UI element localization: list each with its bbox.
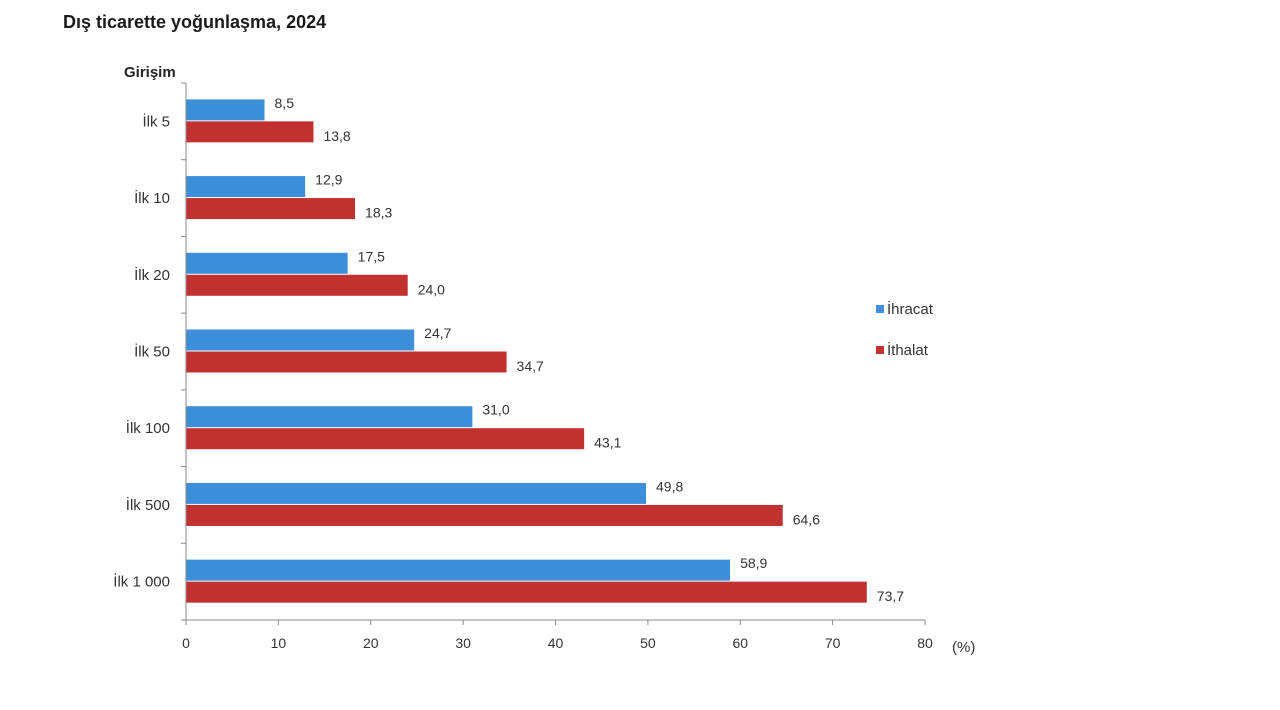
x-tick-label: 20 bbox=[363, 635, 379, 651]
data-label: 43,1 bbox=[594, 435, 621, 451]
legend-label: İthalat bbox=[887, 341, 929, 359]
category-label: İlk 500 bbox=[126, 496, 170, 514]
bar-ithalat bbox=[186, 504, 783, 526]
x-tick-label: 30 bbox=[455, 635, 471, 651]
category-label: İlk 10 bbox=[134, 189, 170, 207]
legend-swatch-ithalat bbox=[876, 346, 884, 354]
bar-ithalat bbox=[186, 581, 867, 603]
category-label: İlk 50 bbox=[134, 343, 170, 361]
bar-ithalat bbox=[186, 121, 314, 143]
data-label: 49,8 bbox=[656, 478, 683, 494]
bar-ihracat bbox=[186, 482, 647, 504]
chart-title: Dış ticarette yoğunlaşma, 2024 bbox=[63, 12, 327, 32]
data-label: 64,6 bbox=[793, 511, 820, 527]
bar-ithalat bbox=[186, 198, 356, 220]
x-tick-label: 10 bbox=[271, 635, 287, 651]
x-tick-label: 40 bbox=[548, 635, 564, 651]
legend-label: İhracat bbox=[887, 300, 934, 318]
data-label: 17,5 bbox=[358, 248, 385, 264]
x-tick-label: 80 bbox=[917, 635, 933, 651]
data-label: 24,0 bbox=[418, 281, 445, 297]
data-label: 8,5 bbox=[275, 95, 295, 111]
bar-ihracat bbox=[186, 559, 731, 581]
data-label: 34,7 bbox=[517, 358, 544, 374]
bar-ithalat bbox=[186, 351, 507, 373]
category-label: İlk 20 bbox=[134, 266, 170, 284]
x-tick-label: 70 bbox=[825, 635, 841, 651]
legend-swatch-ihracat bbox=[876, 305, 884, 313]
bar-ithalat bbox=[186, 274, 408, 296]
category-label: İlk 5 bbox=[142, 112, 170, 130]
category-label: İlk 100 bbox=[126, 419, 170, 437]
data-label: 12,9 bbox=[315, 172, 342, 188]
data-label: 73,7 bbox=[877, 588, 904, 604]
y-axis-label: Girişim bbox=[124, 64, 176, 81]
data-label: 13,8 bbox=[323, 128, 350, 144]
x-tick-label: 0 bbox=[182, 635, 190, 651]
bar-ihracat bbox=[186, 252, 348, 274]
bar-ihracat bbox=[186, 176, 306, 198]
x-tick-label: 50 bbox=[640, 635, 656, 651]
data-label: 18,3 bbox=[365, 205, 392, 221]
data-label: 31,0 bbox=[482, 402, 509, 418]
bar-ihracat bbox=[186, 99, 265, 121]
x-tick-label: 60 bbox=[732, 635, 748, 651]
category-label: İlk 1 000 bbox=[113, 573, 170, 591]
x-axis-unit-label: (%) bbox=[952, 639, 975, 656]
bar-ithalat bbox=[186, 428, 585, 450]
data-label: 58,9 bbox=[740, 555, 767, 571]
bar-ihracat bbox=[186, 329, 415, 351]
data-label: 24,7 bbox=[424, 325, 451, 341]
bar-ihracat bbox=[186, 406, 473, 428]
